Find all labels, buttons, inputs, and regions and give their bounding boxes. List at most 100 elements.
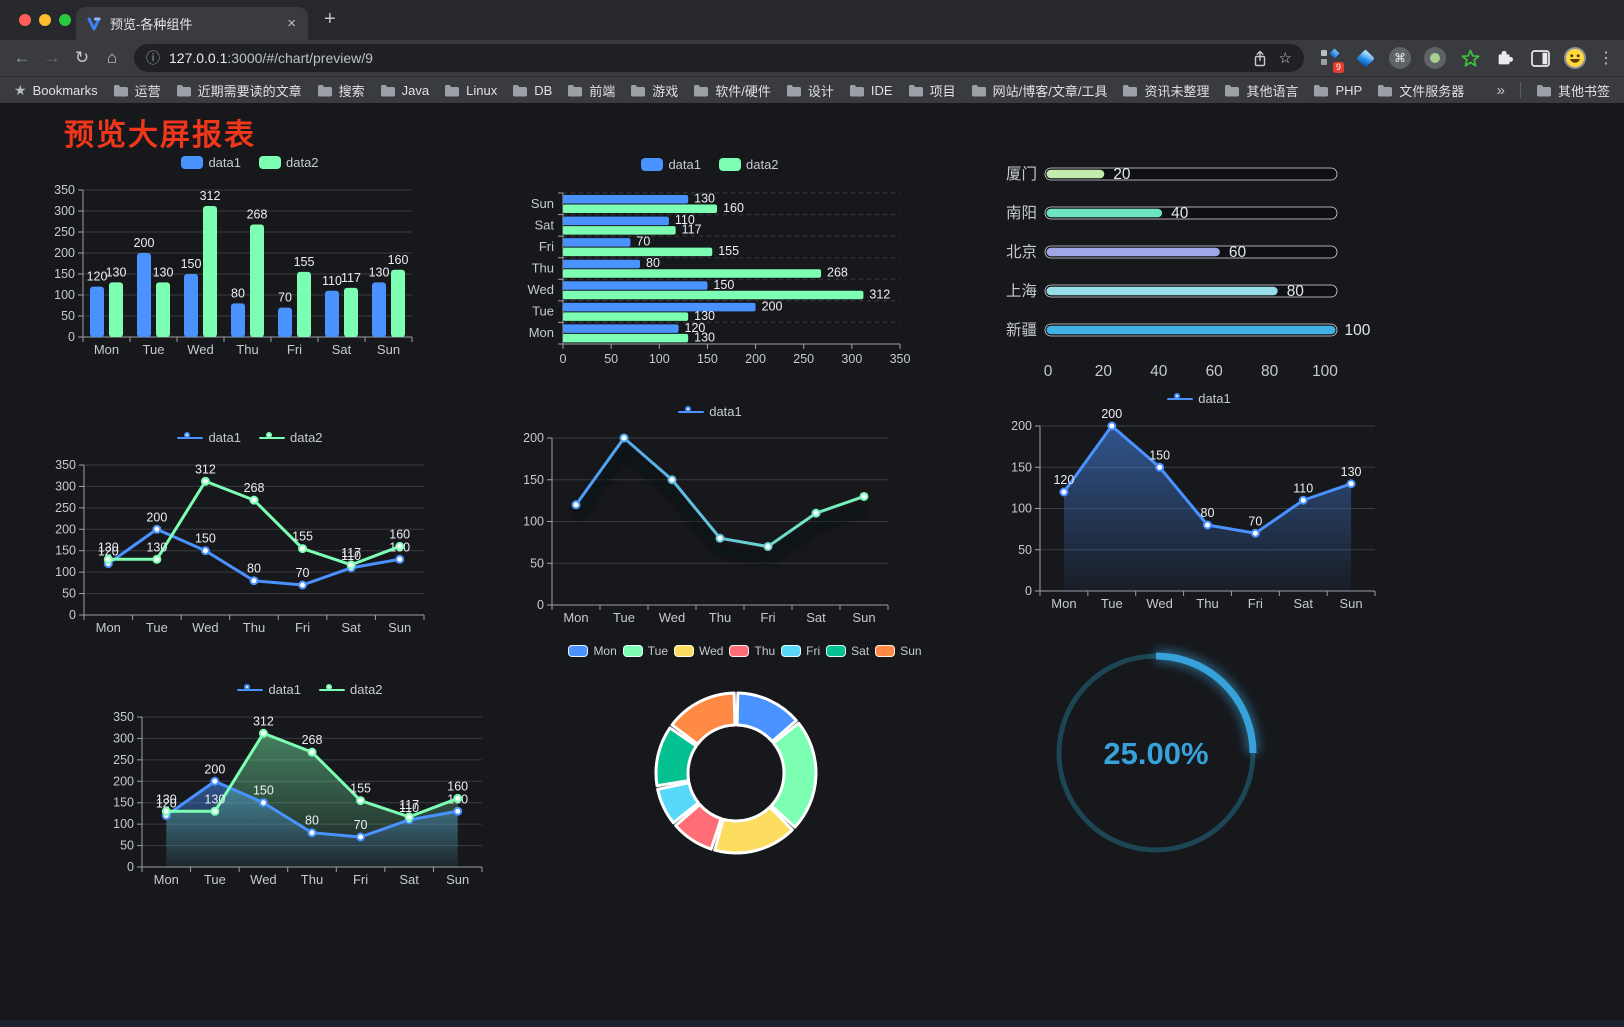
extension-command-icon[interactable]: ⌘ — [1388, 46, 1412, 70]
bookmark-folder-3[interactable]: 搜索 — [317, 81, 365, 100]
marker-data1-Fri[interactable] — [356, 832, 366, 842]
legend-item-Sat[interactable]: Sat — [826, 644, 869, 658]
bookmarks-overflow-icon[interactable]: » — [1496, 81, 1505, 99]
extension-diamond-icon[interactable] — [1353, 46, 1377, 70]
pie-slice-Mon[interactable] — [735, 691, 798, 743]
address-bar[interactable]: ⓘ 127.0.0.1 :3000/#/chart/preview/9 ☆ — [134, 44, 1304, 72]
marker-data1-Thu[interactable] — [715, 533, 725, 543]
hbar-data2-Sun[interactable] — [563, 204, 718, 214]
marker-data2-Wed[interactable] — [200, 476, 210, 486]
pie-slice-Sun[interactable] — [670, 691, 737, 746]
legend-item-data1[interactable]: data1 — [641, 157, 701, 172]
progress-bar-北京[interactable] — [1046, 247, 1220, 257]
bookmark-folder-11[interactable]: IDE — [849, 83, 893, 98]
hbar-data1-Wed[interactable] — [563, 281, 708, 290]
marker-data1-Sat[interactable] — [1298, 495, 1308, 505]
legend-item-Mon[interactable]: Mon — [568, 644, 617, 658]
bookmark-folder-15[interactable]: 其他语言 — [1224, 81, 1298, 100]
marker-data1-Tue[interactable] — [152, 524, 162, 534]
marker-data1-Fri[interactable] — [298, 580, 308, 590]
marker-data1-Wed[interactable] — [667, 475, 677, 485]
legend-item-data2[interactable]: data2 — [719, 157, 779, 172]
pie-slice-Tue[interactable] — [769, 721, 818, 829]
pie-slice-Sat[interactable] — [654, 726, 698, 788]
pie-slice-Thu[interactable] — [674, 803, 723, 851]
legend-item-data2[interactable]: data2 — [259, 430, 323, 445]
bar-data2-Tue[interactable] — [156, 282, 170, 337]
hbar-data2-Fri[interactable] — [563, 247, 713, 257]
bookmark-folder-9[interactable]: 软件/硬件 — [693, 81, 771, 100]
marker-data1-Fri[interactable] — [763, 542, 773, 552]
bar-data1-Tue[interactable] — [137, 253, 151, 337]
bar-data2-Sat[interactable] — [344, 287, 358, 337]
bar-data1-Sun[interactable] — [372, 282, 386, 337]
bookmark-folder-12[interactable]: 项目 — [908, 81, 956, 100]
extension-star-icon[interactable] — [1458, 46, 1482, 70]
marker-data1-Sun[interactable] — [859, 491, 869, 501]
hbar-data2-Mon[interactable] — [563, 333, 689, 343]
marker-data1-Thu[interactable] — [249, 576, 259, 586]
hbar-data1-Tue[interactable] — [563, 302, 756, 312]
bookmark-folder-13[interactable]: 网站/博客/文章/工具 — [971, 81, 1107, 100]
hbar-data1-Mon[interactable] — [563, 324, 679, 333]
bookmark-folder-6[interactable]: DB — [512, 83, 552, 98]
marker-data1-Mon[interactable] — [1059, 487, 1069, 497]
bookmark-folder-5[interactable]: Linux — [444, 83, 497, 98]
window-zoom-button[interactable] — [59, 14, 71, 26]
extension-grid-icon[interactable]: 9 — [1318, 46, 1344, 73]
progress-bar-上海[interactable] — [1046, 286, 1278, 296]
profile-avatar[interactable] — [1563, 46, 1587, 70]
bar-data2-Mon[interactable] — [109, 282, 123, 337]
bookmark-folder-4[interactable]: Java — [380, 83, 429, 98]
marker-data2-Thu[interactable] — [249, 495, 259, 505]
bar-data2-Wed[interactable] — [203, 205, 217, 337]
bar-data1-Sat[interactable] — [325, 290, 339, 337]
window-minimize-button[interactable] — [39, 14, 51, 26]
bar-data2-Fri[interactable] — [297, 271, 311, 337]
bar-data1-Mon[interactable] — [90, 286, 104, 337]
legend-item-data1[interactable]: data1 — [237, 682, 301, 697]
bar-data2-Thu[interactable] — [250, 224, 264, 337]
progress-bar-南阳[interactable] — [1046, 208, 1163, 218]
hbar-data1-Sun[interactable] — [563, 195, 689, 204]
marker-data2-Sat[interactable] — [346, 560, 356, 570]
progress-bar-厦门[interactable] — [1046, 169, 1105, 179]
bar-data1-Fri[interactable] — [278, 307, 292, 337]
pie-slice-Fri[interactable] — [656, 781, 700, 825]
marker-data1-Tue[interactable] — [210, 776, 220, 786]
marker-data1-Sun[interactable] — [395, 554, 405, 564]
tab-close-icon[interactable]: × — [287, 15, 296, 32]
progress-bar-新疆[interactable] — [1046, 325, 1336, 335]
marker-data1-Sat[interactable] — [811, 508, 821, 518]
new-tab-button[interactable]: + — [324, 8, 336, 30]
marker-data2-Wed[interactable] — [258, 728, 268, 738]
legend-item-Wed[interactable]: Wed — [674, 644, 723, 658]
legend-item-data1[interactable]: data1 — [177, 430, 241, 445]
marker-data2-Sat[interactable] — [404, 812, 414, 822]
browser-tab[interactable]: 预览-各种组件 × — [76, 7, 308, 40]
bar-data1-Wed[interactable] — [184, 274, 198, 337]
hbar-data1-Fri[interactable] — [563, 238, 631, 247]
back-icon[interactable]: ← — [13, 48, 31, 67]
pie-slice-Wed[interactable] — [713, 805, 794, 855]
legend-item-Fri[interactable]: Fri — [781, 644, 820, 658]
marker-data2-Fri[interactable] — [298, 544, 308, 554]
marker-data2-Mon[interactable] — [161, 806, 171, 816]
marker-data2-Fri[interactable] — [356, 796, 366, 806]
bar-data2-Sun[interactable] — [391, 269, 405, 337]
window-close-button[interactable] — [19, 14, 31, 26]
marker-data1-Tue[interactable] — [619, 433, 629, 443]
legend-item-data2[interactable]: data2 — [259, 155, 319, 170]
side-panel-icon[interactable] — [1528, 46, 1552, 70]
bookmark-folder-17[interactable]: 文件服务器 — [1377, 81, 1464, 100]
marker-data1-Sun[interactable] — [1346, 479, 1356, 489]
marker-data1-Fri[interactable] — [1250, 528, 1260, 538]
hbar-data2-Tue[interactable] — [563, 312, 689, 321]
extension-puzzle-icon[interactable] — [1493, 46, 1517, 70]
marker-data1-Wed[interactable] — [258, 798, 268, 808]
bar-data1-Thu[interactable] — [231, 303, 245, 337]
reload-icon[interactable]: ↻ — [74, 48, 90, 67]
hbar-data1-Sat[interactable] — [563, 216, 669, 226]
marker-data2-Tue[interactable] — [152, 554, 162, 564]
bookmark-star-icon[interactable]: ☆ — [1278, 50, 1292, 67]
